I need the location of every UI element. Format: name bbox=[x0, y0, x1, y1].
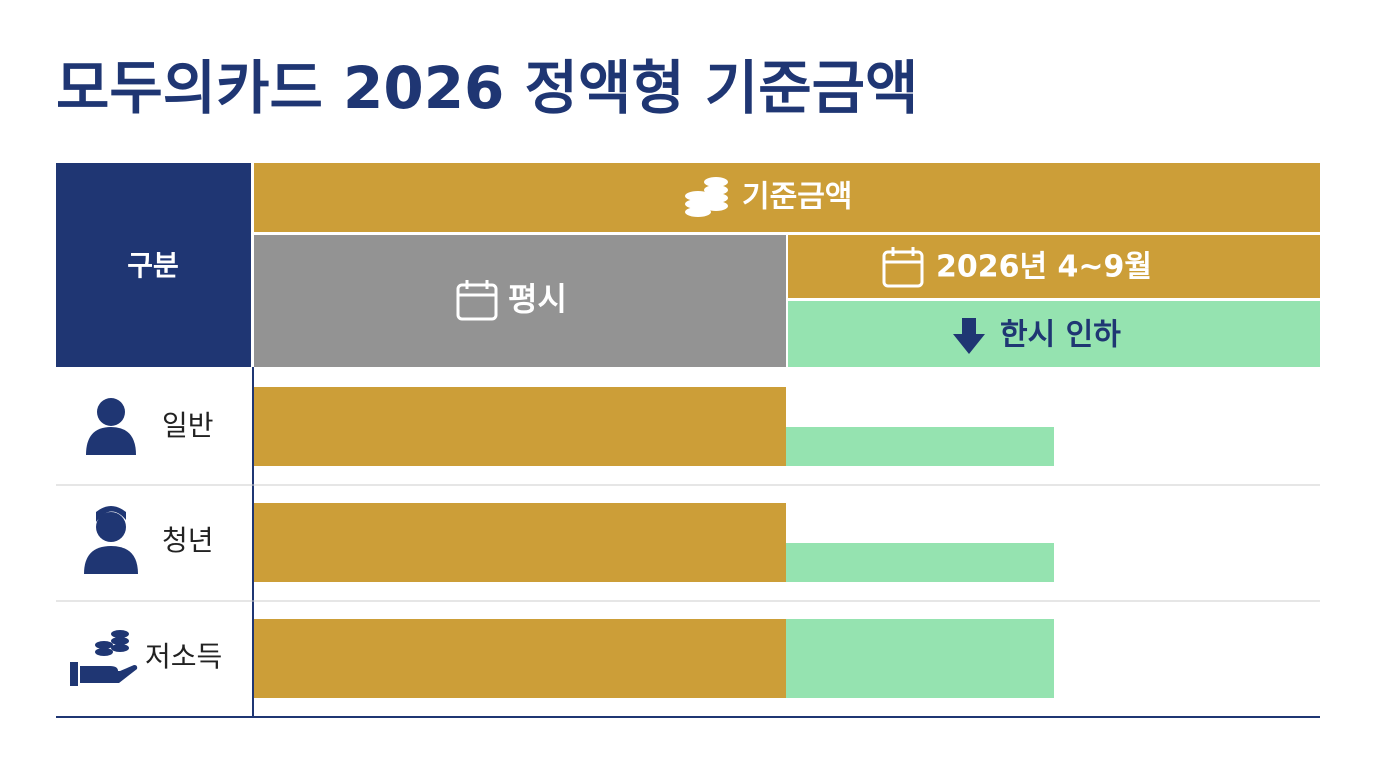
calendar-icon bbox=[456, 280, 498, 321]
row-label: 청년 bbox=[162, 524, 214, 557]
title: 모두의카드 2026 정액형 기준금액 bbox=[56, 54, 918, 122]
normal-bar bbox=[254, 503, 786, 582]
normal-cell bbox=[254, 235, 786, 367]
down-arrow bbox=[953, 318, 985, 354]
period-cell bbox=[788, 235, 1320, 298]
row-label: 일반 bbox=[162, 409, 214, 442]
stub-header: 구분 bbox=[127, 249, 179, 282]
group-header: 기준금액 bbox=[742, 180, 852, 215]
normal-bar bbox=[254, 387, 786, 466]
hand-coins-icon bbox=[70, 630, 138, 686]
person-icon bbox=[86, 398, 136, 455]
temporary-header: 한시 인하 bbox=[1000, 318, 1121, 353]
stub-cell bbox=[56, 163, 251, 367]
temporary-cell bbox=[788, 301, 1320, 367]
coin-icon bbox=[685, 177, 728, 217]
normal-bar bbox=[254, 619, 786, 698]
youth-icon bbox=[84, 506, 138, 574]
group-cell bbox=[254, 163, 1320, 232]
calendar-icon bbox=[882, 247, 924, 288]
period-header: 2026년 4~9월 bbox=[936, 250, 1152, 285]
row-label: 저소득 bbox=[145, 640, 222, 673]
normal-header: 평시 bbox=[508, 280, 567, 318]
temporary-bar bbox=[786, 543, 1054, 582]
temporary-bar bbox=[786, 427, 1054, 466]
temporary-bar bbox=[786, 619, 1054, 698]
